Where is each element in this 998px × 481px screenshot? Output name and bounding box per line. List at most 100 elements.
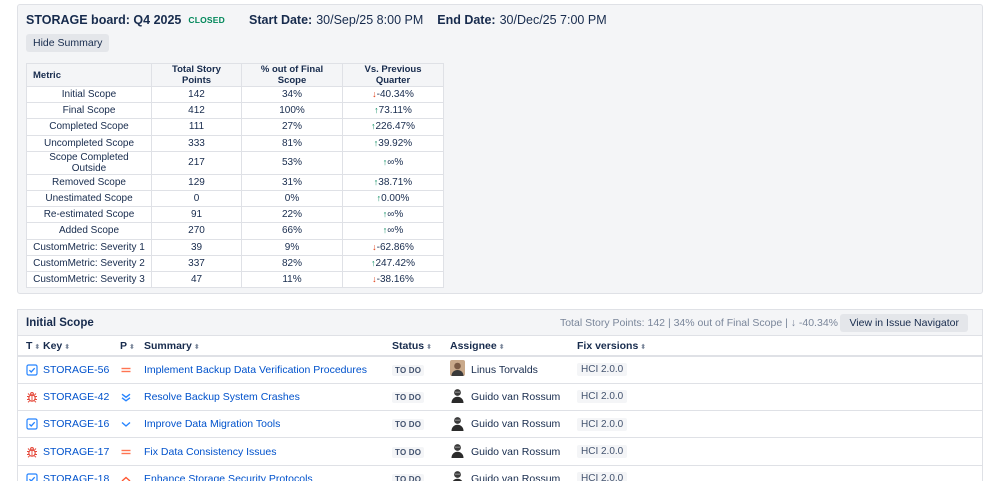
column-header-assignee[interactable]: Assignee ⬍: [450, 336, 577, 357]
metric-vs-value: -40.34%: [376, 89, 414, 101]
table-row[interactable]: STORAGE-18 Enhance Storage Security Proto…: [18, 465, 982, 481]
metric-name: Scope Completed Outside: [26, 150, 152, 175]
sort-icon: ⬍: [34, 343, 41, 351]
issue-summary-link[interactable]: Fix Data Consistency Issues: [144, 437, 392, 466]
column-header-key[interactable]: Key ⬍: [43, 336, 120, 357]
issue-key-link[interactable]: STORAGE-42: [43, 383, 120, 412]
total-story-points-column-header: Total Story Points: [151, 63, 242, 87]
metric-vs-previous: ↑38.71%: [342, 173, 444, 191]
table-row[interactable]: STORAGE-17 Fix Data Consistency Issues TO …: [18, 437, 982, 466]
issue-summary-link[interactable]: Improve Data Migration Tools: [144, 410, 392, 439]
sort-icon: ⬍: [129, 343, 135, 351]
metric-vs-previous: ↓-40.34%: [342, 85, 444, 104]
metric-percent: 9%: [241, 238, 343, 256]
status-cell: TO DO: [392, 465, 450, 481]
metric-percent: 100%: [241, 102, 343, 120]
arrow-down-icon: ↓: [372, 89, 377, 100]
metric-vs-value: 247.42%: [375, 257, 415, 269]
low-priority-icon: [120, 410, 144, 439]
metrics-row: Re-estimated Scope 91 22% ↑∞%: [26, 206, 444, 224]
task-icon: [18, 410, 43, 439]
lowest-priority-icon: [120, 383, 144, 412]
metric-points: 0: [151, 189, 242, 208]
issue-key-link[interactable]: STORAGE-16: [43, 410, 120, 439]
arrow-up-icon: ↑: [376, 193, 382, 204]
sort-icon: ⬍: [426, 343, 432, 351]
column-header-fix-versions[interactable]: Fix versions ⬍: [577, 336, 982, 357]
fix-version-cell: HCI 2.0.0: [577, 437, 982, 466]
status-cell: TO DO: [392, 410, 450, 439]
metrics-row: Removed Scope 129 31% ↑38.71%: [26, 173, 444, 191]
status-badge: CLOSED: [188, 15, 225, 25]
board-title: STORAGE board: Q4 2025: [26, 13, 182, 27]
hide-summary-button[interactable]: Hide Summary: [26, 34, 110, 52]
table-row[interactable]: STORAGE-56 Implement Backup Data Verifica…: [18, 356, 982, 384]
metric-points: 333: [151, 134, 242, 152]
issue-key-link[interactable]: STORAGE-17: [43, 437, 120, 466]
metrics-row: Scope Completed Outside 217 53% ↑∞%: [26, 150, 444, 175]
metric-percent: 11%: [241, 270, 343, 289]
arrow-down-icon: ↓: [372, 273, 377, 284]
medium-priority-icon: [120, 437, 144, 466]
metric-vs-previous: ↓-62.86%: [342, 238, 444, 256]
avatar: [450, 442, 465, 461]
issue-summary-link[interactable]: Resolve Backup System Crashes: [144, 383, 392, 412]
assignee-name: Linus Torvalds: [471, 363, 538, 376]
task-icon: [18, 356, 43, 384]
metric-column-header: Metric: [26, 63, 152, 87]
column-header-priority[interactable]: P ⬍: [120, 336, 144, 357]
metric-points: 47: [151, 270, 242, 289]
view-in-issue-navigator-button[interactable]: View in Issue Navigator: [840, 313, 968, 332]
assignee-cell: Guido van Rossum: [450, 437, 577, 466]
arrow-up-icon: ↑: [373, 137, 379, 148]
issue-key-link[interactable]: STORAGE-18: [43, 465, 120, 481]
column-header-type-label: T: [26, 339, 33, 352]
fix-version-badge: HCI 2.0.0: [577, 363, 628, 377]
metric-points: 412: [151, 102, 242, 120]
table-row[interactable]: STORAGE-42 Resolve Backup System Crashes T…: [18, 383, 982, 412]
metric-percent: 81%: [241, 134, 343, 152]
metrics-row: Initial Scope 142 34% ↓-40.34%: [26, 85, 444, 104]
metric-vs-value: ∞%: [387, 157, 404, 169]
metric-vs-previous: ↓-38.16%: [342, 270, 444, 289]
fix-version-cell: HCI 2.0.0: [577, 465, 982, 481]
metric-name: CustomMetric: Severity 2: [26, 254, 152, 272]
metric-name: Unestimated Scope: [26, 189, 152, 208]
metric-name: Completed Scope: [26, 118, 152, 136]
metrics-row: Added Scope 270 66% ↑∞%: [26, 222, 444, 240]
column-header-assignee-label: Assignee: [450, 339, 497, 352]
avatar: [450, 469, 465, 481]
metric-vs-value: ∞%: [387, 209, 404, 221]
section-title: Initial Scope: [26, 316, 94, 329]
metric-vs-previous: ↑73.11%: [342, 102, 444, 120]
column-header-status[interactable]: Status ⬍: [392, 336, 450, 357]
metric-percent: 82%: [241, 254, 343, 272]
assignee-name: Guido van Rossum: [471, 472, 561, 481]
table-row[interactable]: STORAGE-16 Improve Data Migration Tools TO…: [18, 410, 982, 439]
metric-vs-previous: ↑39.92%: [342, 134, 444, 152]
metric-vs-value: 0.00%: [381, 193, 410, 205]
sprint-summary-panel: STORAGE board: Q4 2025 CLOSED Start Date…: [17, 4, 983, 294]
column-header-type[interactable]: T ⬍: [18, 336, 43, 357]
metric-points: 142: [151, 85, 242, 104]
metrics-table: Metric Total Story Points % out of Final…: [26, 63, 444, 289]
assignee-name: Guido van Rossum: [471, 445, 561, 458]
bug-icon: [18, 437, 43, 466]
column-header-summary[interactable]: Summary ⬍: [144, 336, 392, 357]
fix-version-cell: HCI 2.0.0: [577, 383, 982, 412]
issue-summary-link[interactable]: Enhance Storage Security Protocols: [144, 465, 392, 481]
metric-points: 270: [151, 222, 242, 240]
metric-percent: 34%: [241, 85, 343, 104]
metrics-row: CustomMetric: Severity 3 47 11% ↓-38.16%: [26, 270, 444, 289]
metric-percent: 66%: [241, 222, 343, 240]
percent-final-scope-column-header: % out of Final Scope: [241, 63, 343, 87]
status-cell: TO DO: [392, 437, 450, 466]
issue-summary-link[interactable]: Implement Backup Data Verification Proce…: [144, 356, 392, 384]
status-badge: TO DO: [392, 391, 425, 403]
section-stats: Total Story Points: 142 | 34% out of Fin…: [559, 316, 838, 329]
issue-key-link[interactable]: STORAGE-56: [43, 356, 120, 384]
metric-vs-value: 39.92%: [378, 137, 413, 149]
avatar: [450, 387, 465, 406]
column-header-priority-label: P: [120, 339, 128, 352]
metric-percent: 0%: [241, 189, 343, 208]
